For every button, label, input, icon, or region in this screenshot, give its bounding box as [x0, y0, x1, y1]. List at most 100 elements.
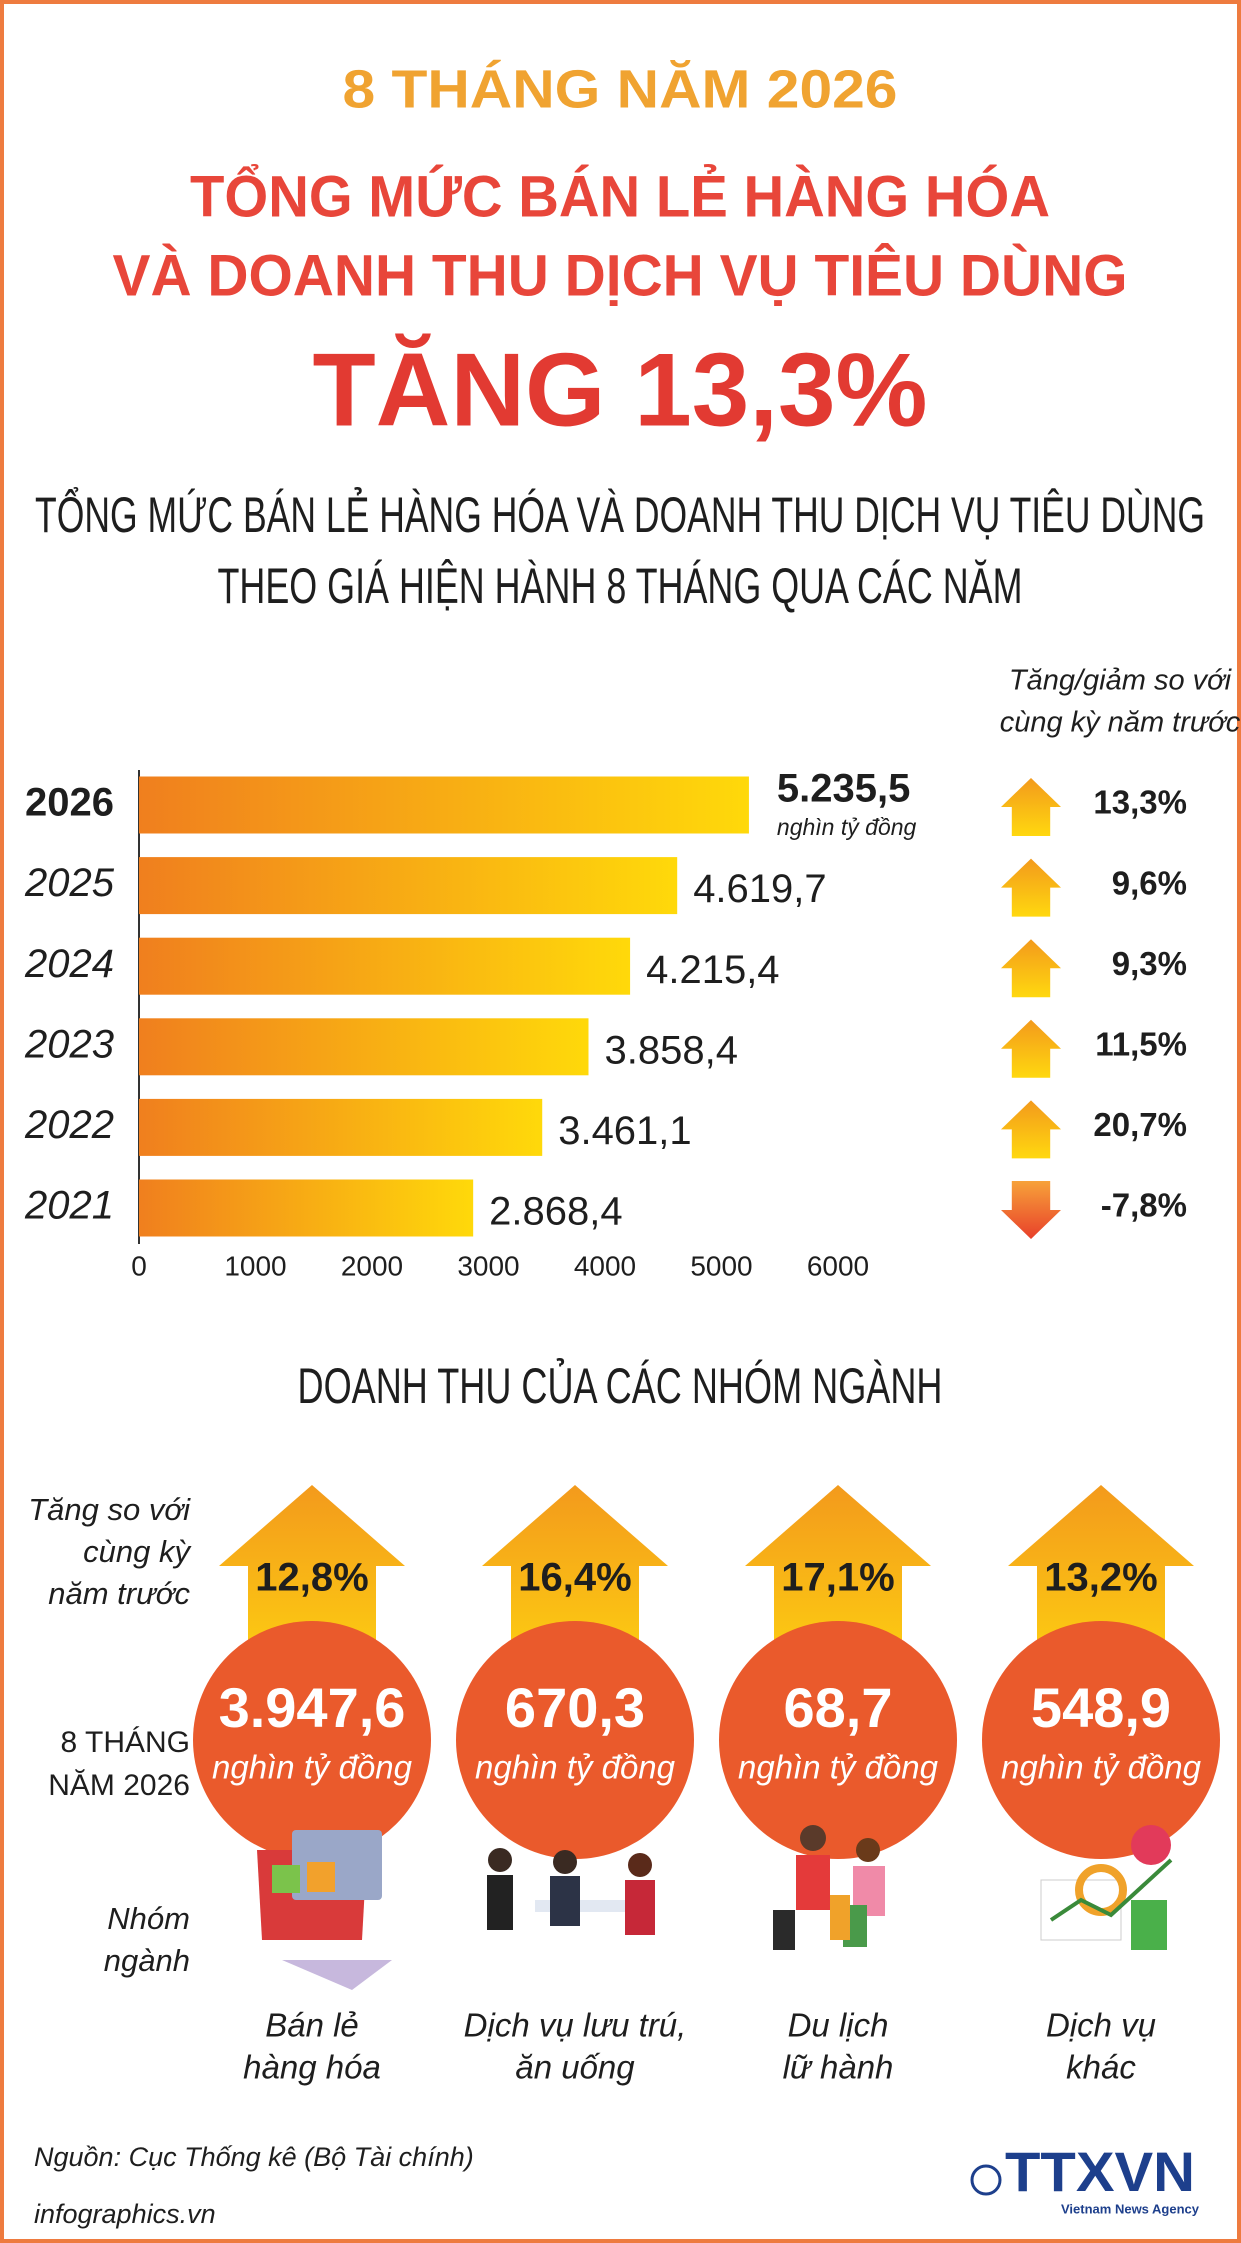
change-label: 13,3%: [1093, 784, 1187, 821]
growth-label-line: Tăng so với: [28, 1492, 191, 1527]
group-name: ăn uống: [515, 2049, 635, 2086]
change-label: -7,8%: [1101, 1187, 1187, 1224]
value-circle: [456, 1621, 694, 1859]
icon-shape: [1131, 1900, 1167, 1950]
unit-label: nghìn tỷ đồng: [212, 1749, 413, 1786]
unit-label: nghìn tỷ đồng: [1001, 1749, 1202, 1786]
change-label: 20,7%: [1093, 1106, 1187, 1143]
up-arrow: [1001, 939, 1061, 998]
icon-shape: [773, 1910, 795, 1950]
category-label: 2022: [24, 1103, 114, 1147]
group-name: lữ hành: [783, 2049, 894, 2086]
up-arrow: [1001, 1019, 1061, 1078]
bar: [139, 857, 678, 915]
x-tick-label: 6000: [807, 1250, 869, 1281]
unit-label: nghìn tỷ đồng: [738, 1749, 939, 1786]
icon-shape: [1131, 1825, 1171, 1865]
group-name: Dịch vụ lưu trú,: [464, 2007, 687, 2044]
category-label: 2026: [25, 781, 114, 825]
icon-shape: [553, 1850, 577, 1874]
change-label: 9,6%: [1112, 864, 1187, 901]
x-tick-label: 0: [131, 1250, 147, 1281]
title-line: VÀ DOANH THU DỊCH VỤ TIÊU DÙNG: [113, 243, 1128, 308]
icon-shape: [1049, 1858, 1173, 1922]
growth-label: 16,4%: [518, 1556, 631, 1600]
value-label: 4.619,7: [693, 867, 826, 911]
icon-shape: [307, 1862, 335, 1892]
name-label-line: Nhóm: [107, 1901, 190, 1936]
value-circle: [719, 1621, 957, 1859]
icon-shape: [830, 1895, 850, 1940]
value-label: 3.461,1: [558, 1109, 691, 1153]
bar: [139, 937, 631, 995]
group-name: hàng hóa: [243, 2049, 381, 2086]
unit-label: nghìn tỷ đồng: [475, 1749, 676, 1786]
section-title: DOANH THU CỦA CÁC NHÓM NGÀNH: [298, 1357, 943, 1414]
group-name: Du lịch: [788, 2007, 889, 2044]
value-label: 670,3: [505, 1676, 645, 1739]
icon-shape: [800, 1825, 826, 1851]
x-tick-label: 4000: [574, 1250, 636, 1281]
category-label: 2023: [24, 1022, 114, 1066]
change-title-line: cùng kỳ năm trước: [1000, 707, 1241, 739]
group-name: khác: [1066, 2049, 1136, 2086]
category-label: 2025: [24, 861, 115, 905]
value-label-line: NĂM 2026: [48, 1769, 190, 1802]
category-label: 2021: [24, 1184, 114, 1228]
icon-shape: [628, 1853, 652, 1877]
value-label: 3.858,4: [605, 1028, 738, 1072]
icon-shape: [550, 1876, 580, 1926]
value-label: 68,7: [784, 1676, 893, 1739]
bar: [139, 776, 749, 834]
bar: [139, 1018, 589, 1076]
up-arrow: [1001, 778, 1061, 836]
unit-label: nghìn tỷ đồng: [777, 814, 917, 840]
title-line: TỔNG MỨC BÁN LẺ HÀNG HÓA: [190, 164, 1050, 229]
growth-label-line: cùng kỳ: [83, 1534, 192, 1569]
value-label: 5.235,5: [777, 767, 910, 811]
bar: [139, 1098, 543, 1156]
chart-title-line: THEO GIÁ HIỆN HÀNH 8 THÁNG QUA CÁC NĂM: [218, 558, 1023, 614]
headline: TĂNG 13,3%: [313, 332, 928, 448]
icon-shape: [856, 1838, 880, 1862]
value-circle: [982, 1621, 1220, 1859]
value-label: 2.868,4: [489, 1190, 622, 1234]
change-title-line: Tăng/giảm so với: [1009, 665, 1233, 697]
growth-label: 13,2%: [1044, 1556, 1157, 1600]
category-label: 2024: [24, 942, 114, 986]
growth-label-line: năm trước: [48, 1576, 190, 1611]
change-label: 9,3%: [1112, 945, 1187, 982]
name-label-line: ngành: [104, 1943, 190, 1978]
icon-shape: [272, 1865, 300, 1893]
site: infographics.vn: [34, 2199, 216, 2229]
growth-label: 12,8%: [255, 1556, 368, 1600]
source: Nguồn: Cục Thống kê (Bộ Tài chính): [34, 2142, 474, 2172]
chart-title-line: TỔNG MỨC BÁN LẺ HÀNG HÓA VÀ DOANH THU DỊ…: [35, 486, 1205, 543]
up-arrow: [1001, 1100, 1061, 1159]
logo: TTXVN: [1005, 2140, 1195, 2203]
x-tick-label: 1000: [224, 1250, 286, 1281]
group-name: Bán lẻ: [265, 2007, 359, 2044]
icon-shape: [292, 1830, 382, 1900]
x-tick-label: 3000: [457, 1250, 519, 1281]
bar: [139, 1179, 474, 1237]
icon-shape: [796, 1855, 830, 1910]
value-circle: [193, 1621, 431, 1859]
icon-shape: [282, 1960, 392, 1990]
change-label: 11,5%: [1095, 1026, 1187, 1063]
x-tick-label: 2000: [341, 1250, 403, 1281]
value-label: 548,9: [1031, 1676, 1171, 1739]
x-tick-label: 5000: [690, 1250, 752, 1281]
kicker: 8 THÁNG NĂM 2026: [343, 59, 898, 119]
growth-label: 17,1%: [781, 1556, 894, 1600]
value-label: 4.215,4: [646, 948, 779, 992]
value-label-line: 8 THÁNG: [61, 1726, 190, 1759]
group-name: Dịch vụ: [1046, 2007, 1156, 2044]
icon-shape: [625, 1880, 655, 1935]
icon-shape: [487, 1875, 513, 1930]
agency: Vietnam News Agency: [1061, 2201, 1200, 2216]
copyright-icon: [970, 2164, 1002, 2196]
down-arrow: [1001, 1181, 1061, 1239]
